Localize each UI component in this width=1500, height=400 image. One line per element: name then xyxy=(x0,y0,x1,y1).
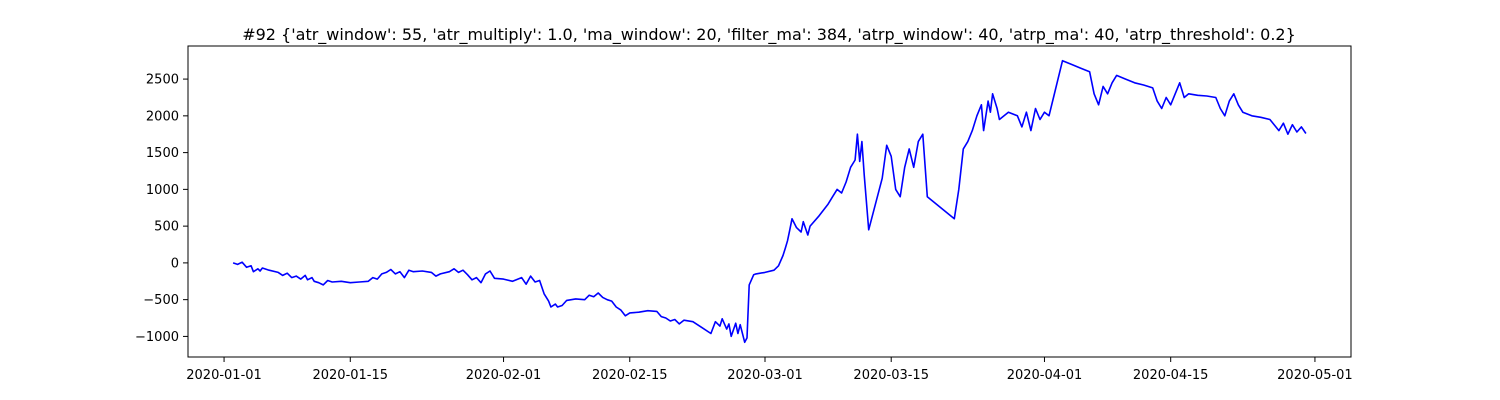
x-tick-label: 2020-03-15 xyxy=(853,368,929,383)
x-tick-label: 2020-05-01 xyxy=(1277,368,1353,383)
y-axis: −1000 −500 0 500 1000 1500 2000 2500 xyxy=(135,73,188,345)
y-tick-label: −1000 xyxy=(135,330,179,345)
series-line-0 xyxy=(232,59,1307,344)
plot-area-frame xyxy=(187,45,1352,358)
x-tick-label: 2020-01-01 xyxy=(186,368,262,383)
chart-title: #92 {'atr_window': 55, 'atr_multiply': 1… xyxy=(242,25,1296,45)
y-tick-label: 0 xyxy=(171,256,179,271)
y-tick-label: 1500 xyxy=(146,146,179,161)
x-axis: 2020-01-01 2020-01-15 2020-02-01 2020-02-15… xyxy=(186,357,1353,383)
x-tick-label: 2020-04-01 xyxy=(1007,368,1083,383)
x-tick-label: 2020-02-01 xyxy=(466,368,542,383)
y-tick-label: 2500 xyxy=(146,73,179,88)
x-tick-label: 2020-02-15 xyxy=(592,368,668,383)
x-tick-label: 2020-04-15 xyxy=(1133,368,1209,383)
y-tick-label: −500 xyxy=(143,293,179,308)
x-tick-label: 2020-03-01 xyxy=(727,368,803,383)
y-tick-label: 1000 xyxy=(146,183,179,198)
x-tick-label: 2020-01-15 xyxy=(312,368,388,383)
y-tick-label: 500 xyxy=(154,220,179,235)
series-group xyxy=(232,59,1307,344)
y-tick-label: 2000 xyxy=(146,109,179,124)
